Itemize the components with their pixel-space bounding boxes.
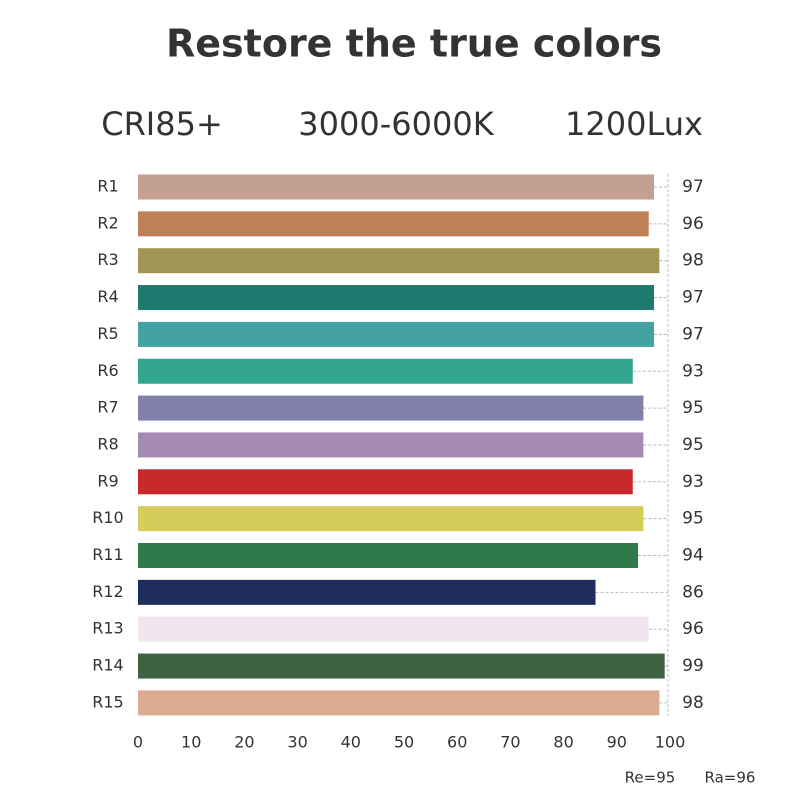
x-tick-label: 50 (394, 733, 414, 752)
x-tick-label: 0 (133, 733, 143, 752)
value-label: 97 (682, 288, 704, 308)
x-tick-label: 80 (553, 733, 573, 752)
value-label: 97 (682, 177, 704, 197)
bar (138, 395, 644, 421)
y-tick-label: R1 (97, 177, 118, 196)
spec: 3000-6000K (298, 105, 494, 143)
bar (138, 543, 639, 568)
chart-title: Restore the true colors (166, 22, 662, 66)
value-label: 93 (682, 472, 704, 492)
x-tick-label: 100 (655, 733, 686, 752)
value-label: 99 (682, 656, 704, 676)
bar (138, 432, 644, 458)
value-label: 93 (682, 361, 704, 381)
y-tick-label: R9 (97, 471, 118, 490)
y-tick-label: R3 (97, 250, 118, 269)
bar (138, 211, 649, 237)
value-label: 94 (682, 546, 704, 566)
y-tick-label: R15 (92, 692, 123, 711)
spec: 1200Lux (565, 105, 703, 143)
x-tick-label: 30 (287, 733, 307, 752)
annotation: Re=95 (625, 769, 676, 787)
bar (138, 248, 660, 274)
bar (138, 579, 596, 605)
bar (138, 690, 660, 716)
bar (138, 506, 644, 532)
y-tick-label: R6 (97, 361, 118, 380)
y-tick-label: R4 (97, 287, 118, 306)
value-label: 95 (682, 398, 704, 418)
y-tick-label: R2 (97, 213, 118, 232)
y-tick-label: R10 (92, 508, 123, 527)
bar (138, 321, 655, 347)
x-tick-label: 90 (607, 733, 627, 752)
bar (138, 469, 633, 495)
bar (138, 653, 665, 679)
spec: CRI85+ (101, 105, 223, 143)
bar (138, 358, 633, 384)
value-label: 98 (682, 251, 704, 271)
x-tick-label: 10 (181, 733, 201, 752)
bar (138, 174, 655, 200)
y-tick-label: R8 (97, 434, 118, 453)
x-tick-label: 40 (341, 733, 361, 752)
x-tick-label: 60 (447, 733, 467, 752)
y-tick-label: R13 (92, 619, 123, 638)
y-tick-label: R7 (97, 398, 118, 417)
value-label: 96 (682, 619, 704, 639)
x-tick-label: 70 (500, 733, 520, 752)
value-label: 95 (682, 435, 704, 455)
x-tick-label: 20 (234, 733, 254, 752)
y-tick-label: R14 (92, 656, 123, 675)
value-label: 96 (682, 214, 704, 234)
value-label: 86 (682, 582, 704, 602)
value-label: 95 (682, 509, 704, 529)
y-tick-label: R12 (92, 582, 123, 601)
bar (138, 616, 649, 642)
bar (138, 285, 655, 311)
y-tick-label: R5 (97, 324, 118, 343)
value-label: 97 (682, 324, 704, 344)
value-label: 98 (682, 693, 704, 713)
y-tick-label: R11 (92, 545, 123, 564)
annotation: Ra=96 (705, 769, 756, 787)
